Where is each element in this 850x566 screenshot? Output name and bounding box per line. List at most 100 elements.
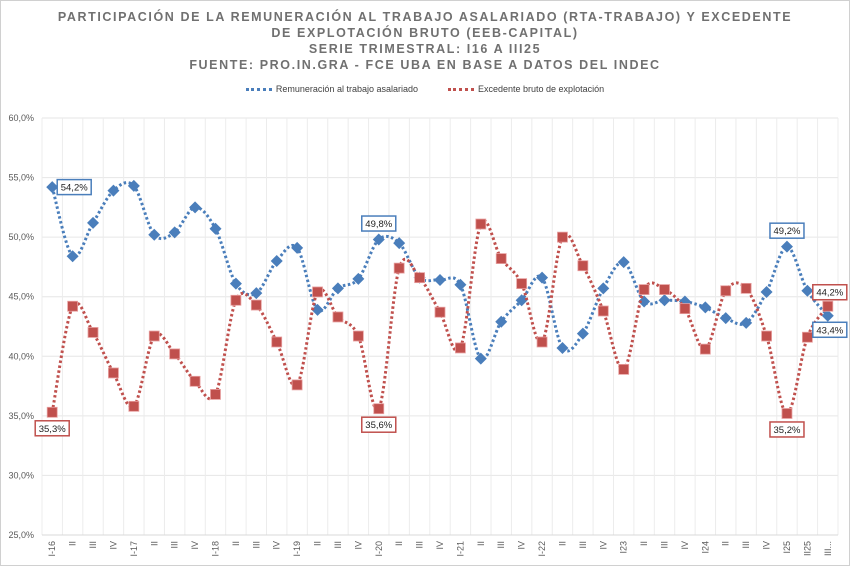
data-point-0 [372, 233, 385, 246]
data-point-1 [169, 348, 181, 360]
data-point-0 [760, 285, 773, 298]
x-tick-label: I25 [782, 541, 792, 554]
x-tick-label: I-17 [129, 541, 139, 557]
data-point-1 [271, 336, 283, 348]
data-label-box-0 [361, 215, 397, 232]
data-point-0 [719, 312, 732, 325]
data-label-box-0 [769, 222, 805, 239]
data-point-0 [780, 240, 793, 253]
x-tick-label: I-20 [374, 541, 384, 557]
data-label-box-0 [812, 321, 848, 339]
data-point-1 [801, 331, 813, 343]
x-tick-label: I-19 [292, 541, 302, 557]
series-line-1 [50, 219, 830, 415]
y-tick-label: 60,0% [8, 113, 34, 123]
data-point-0 [46, 181, 59, 194]
data-point-0 [209, 222, 222, 235]
x-tick-label: II [394, 541, 404, 546]
data-label-0: 49,8% [365, 219, 392, 230]
data-point-1 [699, 343, 711, 355]
data-point-0 [148, 228, 161, 241]
data-point-0 [434, 274, 446, 287]
data-point-1 [67, 300, 79, 312]
chart-subtitle-series: SERIE TRIMESTRAL: I16 A III25 [308, 42, 542, 56]
x-tick-label: III [251, 541, 261, 549]
y-tick-label: 45,0% [8, 292, 34, 302]
data-point-1 [373, 403, 385, 415]
data-point-1 [108, 367, 119, 379]
x-tick-label: III [496, 541, 506, 549]
x-tick-label: III... [823, 541, 833, 556]
legend-label-rta: Remuneración al trabajo asalariado [275, 84, 418, 94]
data-point-1 [230, 294, 242, 306]
data-label-1: 35,6% [365, 420, 392, 431]
x-tick-label: II [557, 541, 567, 546]
legend-item-eeb: Excedente bruto de explotación [448, 84, 604, 94]
data-point-1 [597, 305, 609, 317]
x-tick-label: II [231, 541, 241, 546]
data-label-box-1 [769, 421, 805, 438]
x-tick-label: III [660, 541, 670, 549]
x-tick-label: IV [108, 541, 118, 550]
y-tick-label: 50,0% [8, 232, 34, 242]
data-point-0 [107, 184, 120, 197]
x-tick-label: III [333, 541, 343, 549]
data-point-0 [638, 295, 651, 308]
y-tick-label: 55,0% [8, 173, 34, 183]
data-point-1 [332, 311, 344, 323]
x-tick-label: I24 [700, 541, 710, 554]
data-point-0 [250, 287, 263, 300]
x-tick-label: I-16 [47, 541, 57, 557]
x-tick-label: III [415, 541, 425, 549]
chart-title-line-1: PARTICIPACIÓN DE LA REMUNERACIÓN AL TRAB… [57, 10, 793, 24]
x-tick-label: IV [762, 541, 772, 550]
data-point-0 [229, 277, 242, 290]
data-label-0: 49,2% [774, 226, 801, 237]
x-tick-label: IV [190, 541, 200, 550]
data-point-1 [577, 260, 589, 272]
data-point-0 [454, 278, 467, 291]
data-point-1 [475, 218, 487, 230]
data-point-0 [495, 315, 508, 328]
data-point-0 [801, 284, 814, 297]
data-label-0: 54,2% [61, 183, 88, 194]
chart-legend: Remuneración al trabajo asalariado Exced… [0, 84, 850, 94]
data-point-1 [393, 262, 405, 274]
data-point-1 [189, 375, 201, 387]
x-tick-label: I-22 [537, 541, 547, 557]
data-point-1 [128, 400, 140, 412]
data-point-1 [536, 336, 548, 348]
data-point-1 [312, 286, 323, 298]
x-tick-label: II [68, 541, 78, 546]
data-point-0 [393, 237, 406, 250]
x-tick-label: II [721, 541, 731, 546]
data-label-1: 35,2% [774, 425, 801, 436]
x-tick-label: III [741, 541, 751, 549]
y-tick-label: 35,0% [8, 411, 34, 421]
data-point-0 [168, 226, 181, 239]
data-point-1 [210, 389, 221, 400]
data-point-1 [250, 299, 262, 311]
x-tick-label: II25 [802, 541, 812, 556]
data-label-box-1 [34, 420, 70, 437]
x-tick-label: IV [435, 541, 445, 550]
x-tick-label: II [149, 541, 159, 546]
data-label-box-1 [361, 416, 397, 433]
data-point-0 [821, 309, 834, 322]
data-point-1 [557, 231, 568, 243]
data-point-1 [638, 284, 650, 295]
data-point-0 [352, 272, 365, 285]
chart-subtitle-source: FUENTE: PRO.IN.GRA - FCE UBA EN BASE A D… [189, 58, 661, 72]
x-tick-label: III [88, 541, 98, 549]
legend-item-rta: Remuneración al trabajo asalariado [245, 84, 418, 94]
data-point-1 [781, 408, 793, 419]
y-tick-label: 30,0% [8, 470, 34, 480]
data-point-1 [434, 306, 446, 318]
data-point-1 [414, 272, 425, 284]
data-point-1 [148, 330, 160, 342]
data-point-1 [720, 285, 732, 297]
data-point-0 [311, 303, 324, 316]
legend-swatch-rta [245, 87, 272, 91]
data-point-0 [270, 254, 283, 267]
